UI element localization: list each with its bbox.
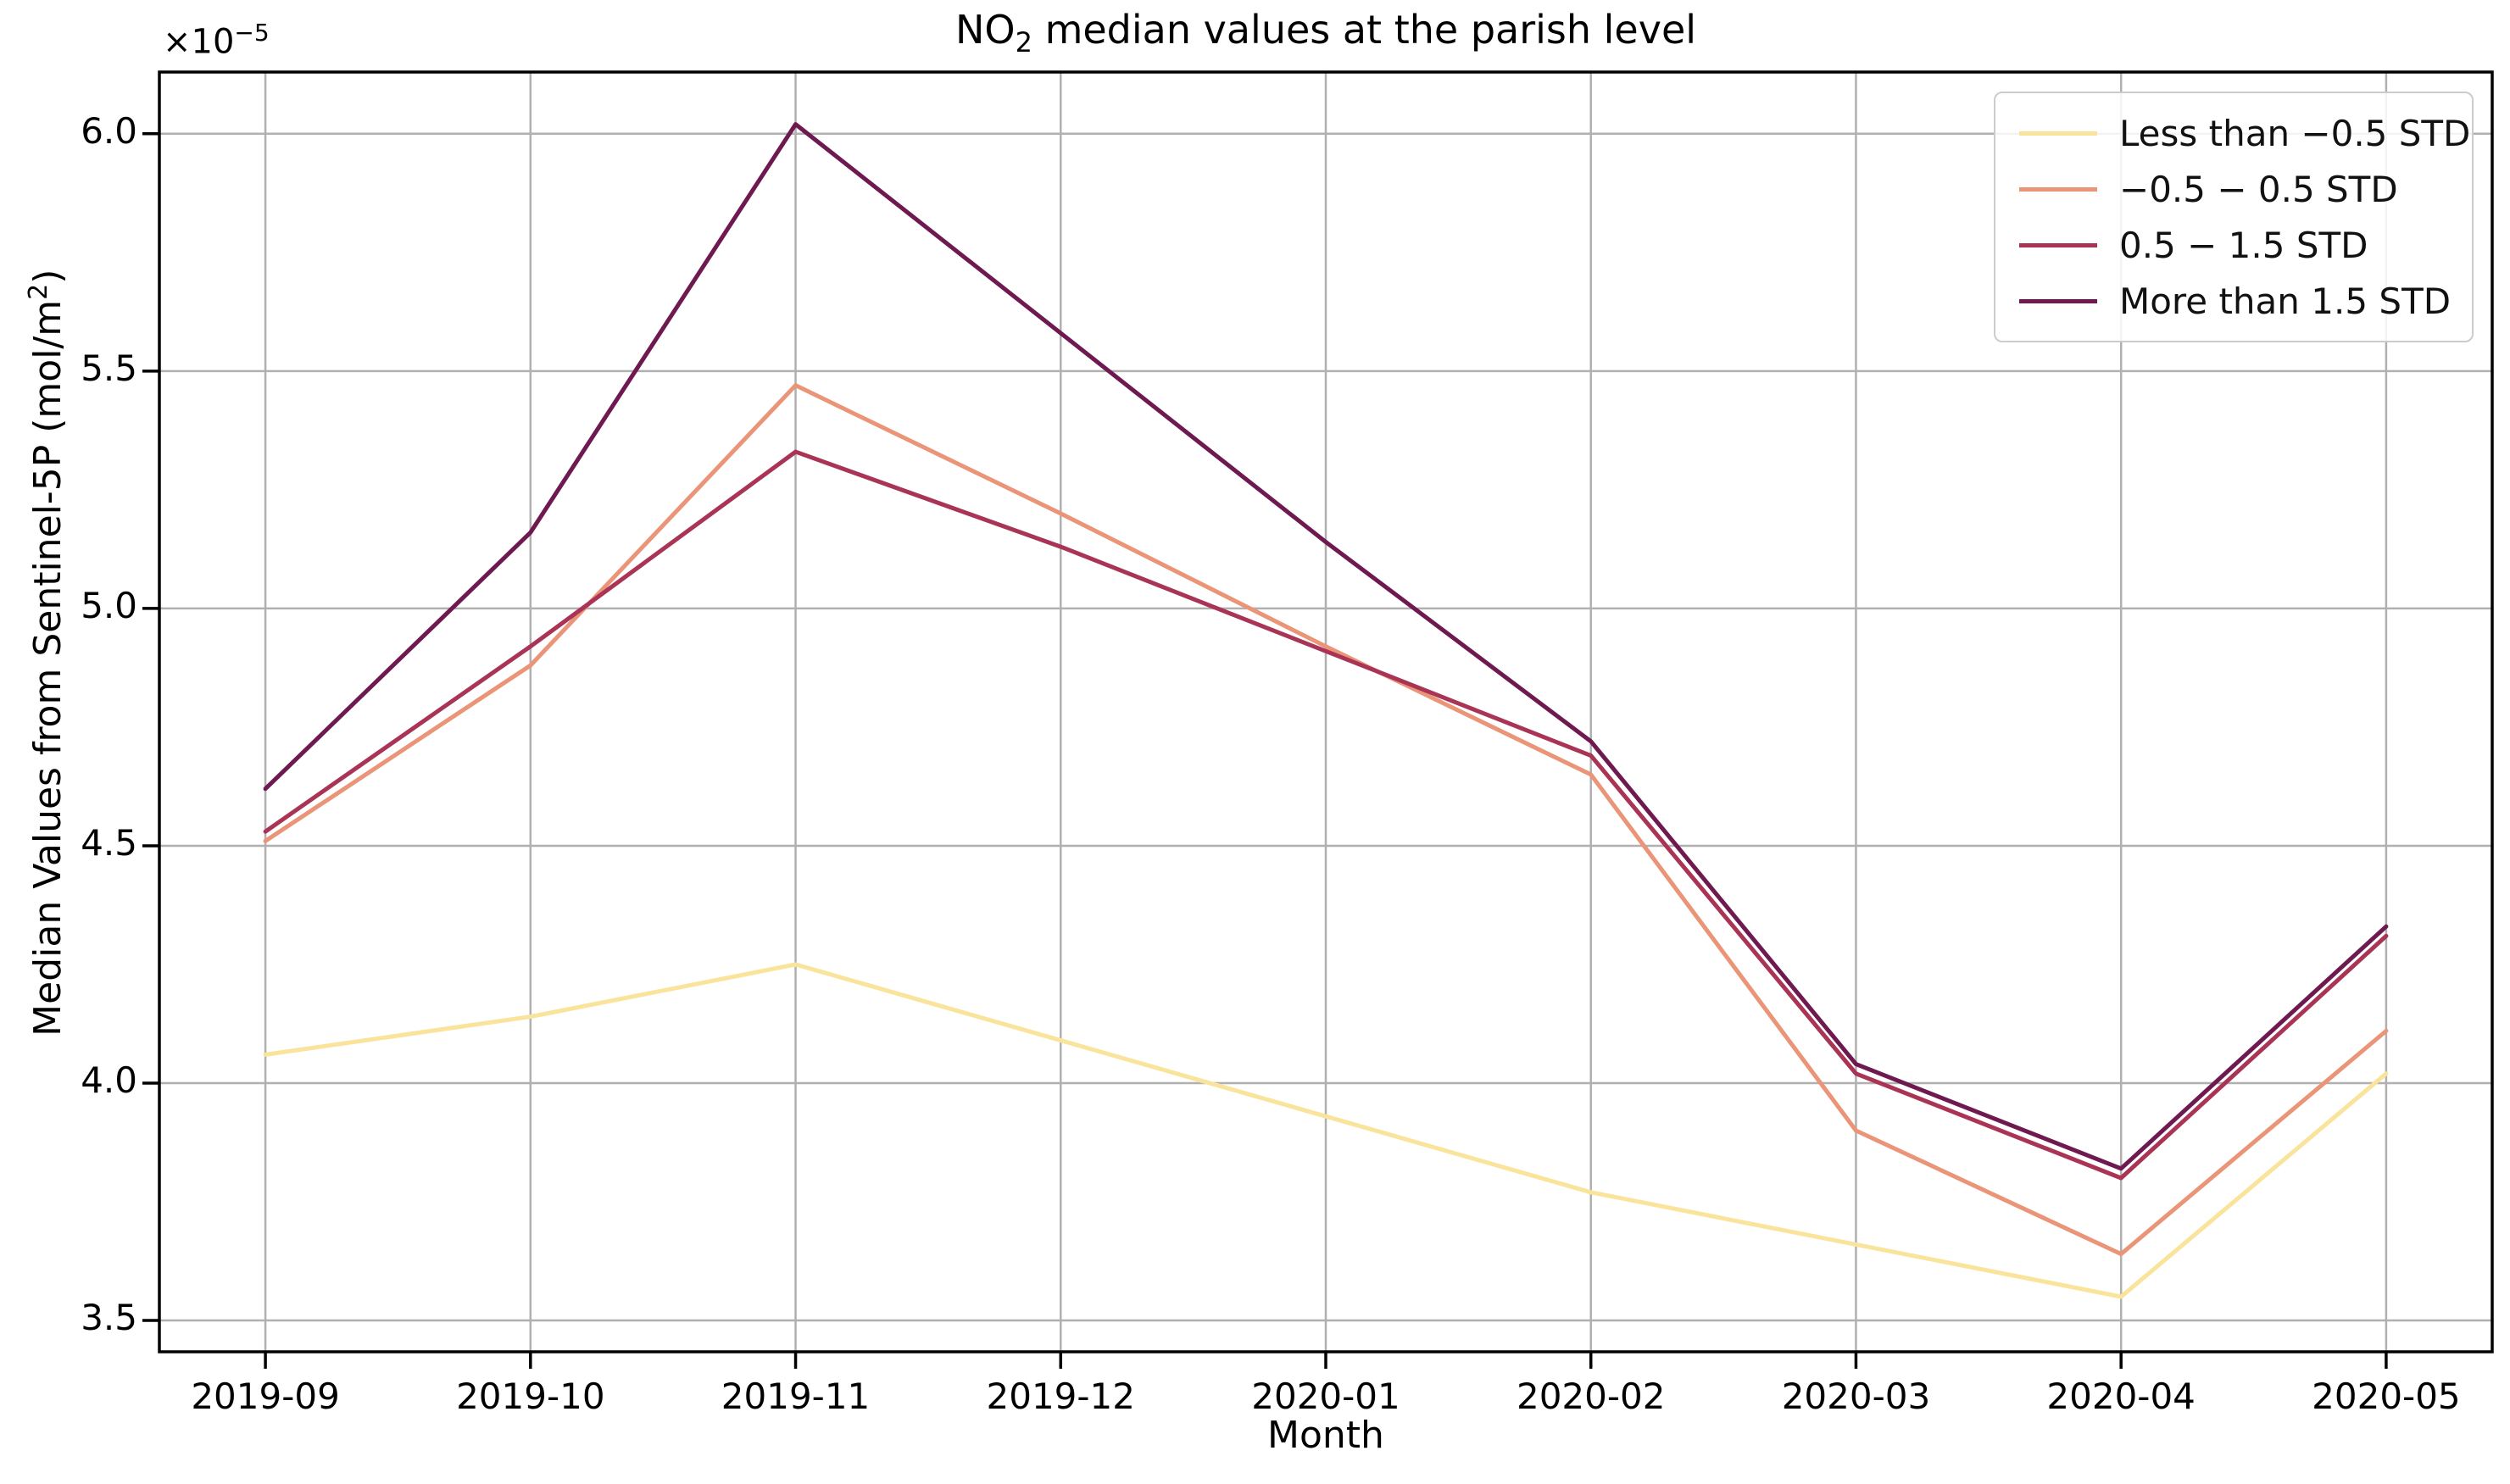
legend-item: 0.5 − 1.5 STD — [2004, 217, 2463, 273]
legend-line-swatch — [2019, 186, 2097, 192]
x-tick-label: 2020-02 — [1516, 1376, 1666, 1417]
title-subscript: 2 — [1015, 26, 1032, 59]
tick-marks — [142, 132, 2388, 1369]
x-tick-label: 2019-11 — [721, 1376, 871, 1417]
y-tick-label: 6.0 — [81, 109, 137, 152]
x-tick-label: 2020-05 — [2312, 1376, 2461, 1417]
legend-label: 0.5 − 1.5 STD — [2119, 224, 2368, 266]
legend-item: −0.5 − 0.5 STD — [2004, 161, 2463, 217]
series-line — [263, 383, 2389, 1257]
x-tick-label: 2020-01 — [1251, 1376, 1400, 1417]
legend-line-swatch — [2019, 298, 2097, 303]
y-tick-label: 4.0 — [81, 1059, 137, 1101]
series-lines — [263, 122, 2389, 1299]
legend-line-swatch — [2019, 242, 2097, 247]
legend-label: Less than −0.5 STD — [2119, 112, 2471, 154]
y-tick-label: 4.5 — [81, 821, 137, 864]
x-axis-label: Month — [1267, 1414, 1384, 1457]
x-tick-label: 2020-03 — [1781, 1376, 1931, 1417]
y-tick-label: 5.5 — [81, 347, 137, 389]
series-line — [263, 962, 2389, 1299]
x-tick-label: 2019-10 — [456, 1376, 605, 1417]
x-tick-label: 2019-12 — [986, 1376, 1136, 1417]
series-line — [263, 449, 2389, 1181]
legend-label: −0.5 − 0.5 STD — [2119, 168, 2398, 210]
axes-spines — [158, 70, 2494, 1353]
legend-item: Less than −0.5 STD — [2004, 105, 2470, 161]
y-axis-offset-text: ×10−5 — [163, 19, 270, 62]
grid-layer — [159, 72, 2492, 1352]
y-axis-label: Median Values from Sentinel-5P (mol/m2) — [24, 269, 70, 1037]
legend: Less than −0.5 STD −0.5 − 0.5 STD 0.5 − 1.… — [1994, 92, 2474, 342]
chart-title: NO2 median values at the parish level — [954, 7, 1697, 59]
y-tick-label: 3.5 — [81, 1297, 137, 1339]
legend-line-swatch — [2019, 131, 2097, 136]
legend-item: More than 1.5 STD — [2004, 273, 2463, 329]
x-tick-label: 2020-04 — [2046, 1376, 2196, 1417]
x-tick-label: 2019-09 — [191, 1376, 340, 1417]
y-tick-label: 5.0 — [81, 584, 137, 626]
series-line — [263, 122, 2389, 1171]
legend-label: More than 1.5 STD — [2119, 280, 2452, 322]
